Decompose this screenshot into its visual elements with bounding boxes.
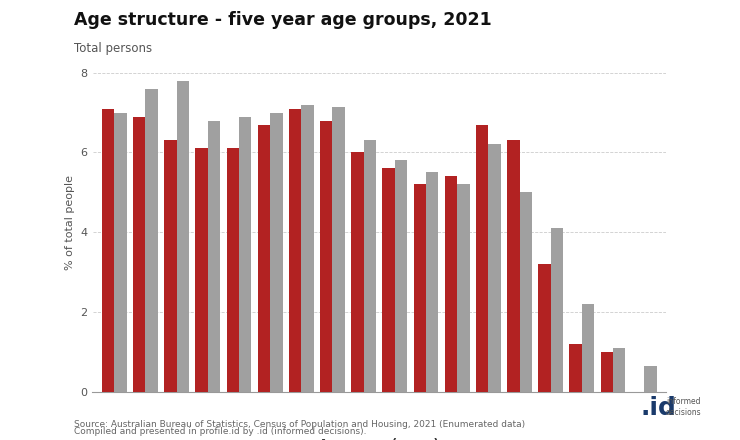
Bar <box>551 228 563 392</box>
Bar <box>301 105 314 392</box>
Bar <box>507 140 519 392</box>
Bar <box>226 148 239 392</box>
Text: Age structure - five year age groups, 2021: Age structure - five year age groups, 20… <box>74 11 492 29</box>
Bar <box>582 304 594 392</box>
Bar <box>395 161 407 392</box>
Text: Source: Australian Bureau of Statistics, Census of Population and Housing, 2021 : Source: Australian Bureau of Statistics,… <box>74 420 525 429</box>
Text: informed
decisions: informed decisions <box>666 397 702 417</box>
Bar <box>164 140 177 392</box>
Bar <box>208 121 221 392</box>
Bar <box>383 169 395 392</box>
Bar <box>332 106 345 392</box>
Bar <box>569 344 582 392</box>
Bar <box>289 109 301 392</box>
Bar <box>102 109 114 392</box>
Bar <box>177 81 189 392</box>
Bar <box>476 125 488 392</box>
Bar <box>457 184 470 392</box>
Bar <box>352 152 363 392</box>
Text: Total persons: Total persons <box>74 42 152 55</box>
Bar <box>445 176 457 392</box>
Bar <box>414 184 426 392</box>
Bar <box>601 352 613 392</box>
Bar <box>320 121 332 392</box>
Bar <box>519 192 532 392</box>
Bar <box>613 348 625 392</box>
Bar <box>258 125 270 392</box>
Bar <box>114 113 127 392</box>
Bar <box>270 113 283 392</box>
Text: Compiled and presented in profile.id by .id (informed decisions).: Compiled and presented in profile.id by … <box>74 427 366 436</box>
Bar <box>146 89 158 392</box>
Y-axis label: % of total people: % of total people <box>65 175 75 270</box>
Bar <box>538 264 551 392</box>
Text: .id: .id <box>640 396 676 420</box>
Bar <box>363 140 376 392</box>
Bar <box>195 148 208 392</box>
Bar <box>239 117 252 392</box>
Bar <box>645 366 656 392</box>
Bar <box>426 172 439 392</box>
Bar <box>488 144 501 392</box>
Bar <box>133 117 146 392</box>
X-axis label: Age group (years): Age group (years) <box>320 438 439 440</box>
